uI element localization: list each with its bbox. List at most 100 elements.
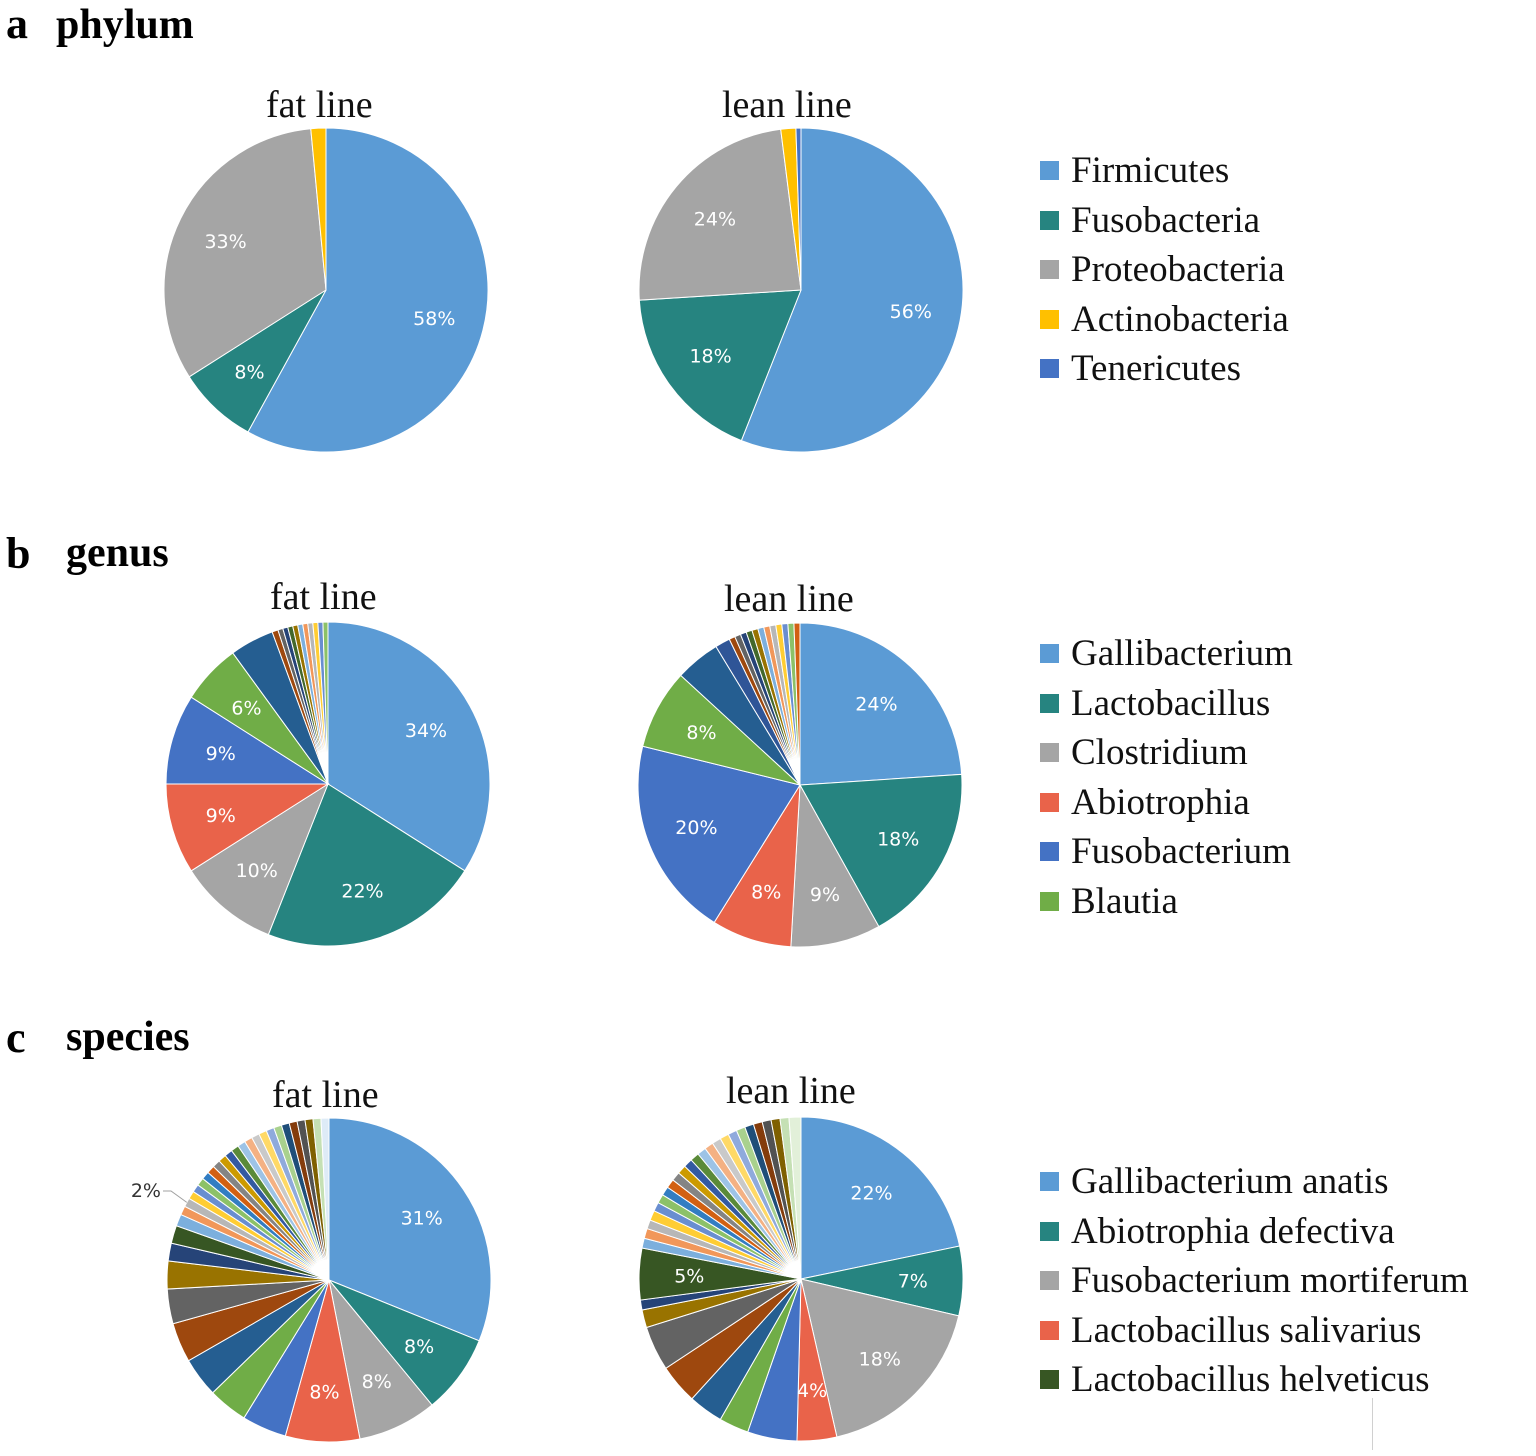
- legend-entry: Actinobacteria: [1040, 295, 1289, 345]
- legend-label: Fusobacterium: [1071, 831, 1291, 873]
- panel-a-title: phylum: [56, 2, 194, 48]
- slice-data-label: 8%: [234, 362, 264, 384]
- pie-slice: [327, 621, 491, 872]
- slice-data-label: 4%: [797, 1380, 827, 1402]
- pie-slice: [638, 289, 802, 442]
- slice-data-label: 10%: [236, 860, 278, 882]
- pie-a-fat-title: fat line: [266, 84, 373, 126]
- legend-label: Tenericutes: [1071, 348, 1241, 390]
- panel-b-letter: b: [6, 529, 31, 578]
- pie-c-lean-title: lean line: [726, 1070, 856, 1112]
- panel-a-letter: a: [6, 0, 28, 48]
- legend-swatch: [1040, 693, 1059, 713]
- pie-slice: [799, 773, 963, 928]
- legend-entry: Fusobacterium: [1040, 827, 1293, 877]
- pie-slice: [190, 782, 330, 936]
- legend-swatch: [1040, 161, 1059, 181]
- slice-data-label: 8%: [751, 882, 781, 904]
- legend-swatch: [1040, 1172, 1059, 1192]
- pie-slice: [163, 128, 327, 378]
- legend-swatch: [1040, 644, 1059, 664]
- legend-swatch: [1040, 792, 1059, 812]
- corner-divider: [1372, 1398, 1373, 1450]
- slice-data-label: 18%: [877, 828, 919, 850]
- pie-slice: [793, 622, 801, 786]
- slice-data-label: 9%: [810, 884, 840, 906]
- panel-c-letter: c: [6, 1013, 26, 1062]
- outside-data-label: 2%: [131, 1180, 161, 1202]
- legend-entry: Fusobacteria: [1040, 196, 1289, 246]
- legend-phylum: Firmicutes Fusobacteria Proteobacteria Acti…: [1040, 146, 1289, 394]
- legend-swatch: [1040, 743, 1059, 763]
- legend-entry: Firmicutes: [1040, 146, 1289, 196]
- legend-entry: Lactobacillus helveticus: [1040, 1355, 1469, 1405]
- legend-entry: Abiotrophia: [1040, 778, 1293, 828]
- slice-data-label: 22%: [341, 880, 383, 902]
- slice-data-label: 33%: [204, 231, 246, 253]
- slice-data-label: 34%: [405, 720, 447, 742]
- legend-label: Gallibacterium anatis: [1071, 1161, 1389, 1203]
- legend-species: Gallibacterium anatis Abiotrophia defecti…: [1040, 1157, 1469, 1405]
- legend-entry: Proteobacteria: [1040, 245, 1289, 295]
- pie-slice: [790, 783, 880, 948]
- legend-swatch: [1040, 1221, 1059, 1241]
- pie-a-lean-title: lean line: [722, 84, 852, 126]
- slice-data-label: 56%: [890, 301, 932, 323]
- legend-label: Lactobacillus helveticus: [1071, 1359, 1430, 1401]
- slice-data-label: 6%: [231, 698, 261, 720]
- pie-slice: [322, 621, 329, 785]
- pie-slice: [637, 745, 801, 924]
- legend-genus: Gallibacterium Lactobacillus Clostridium Ab…: [1040, 629, 1293, 926]
- pie-slice: [788, 1116, 802, 1280]
- pie-slice: [165, 696, 330, 785]
- pie-slice: [267, 783, 466, 947]
- slice-data-label: 58%: [413, 308, 455, 330]
- slice-data-label: 18%: [689, 346, 731, 368]
- legend-label: Abiotrophia defectiva: [1071, 1210, 1395, 1252]
- legend-label: Blautia: [1071, 880, 1178, 922]
- slice-data-label: 20%: [675, 817, 717, 839]
- pie-slice: [328, 1117, 492, 1342]
- legend-swatch: [1040, 1320, 1059, 1340]
- slice-data-label: 24%: [694, 209, 736, 231]
- pie-slice: [799, 622, 963, 786]
- legend-entry: Abiotrophia defectiva: [1040, 1207, 1469, 1257]
- slice-data-label: 22%: [850, 1182, 892, 1204]
- legend-entry: Clostridium: [1040, 728, 1293, 778]
- panel-c-title: species: [66, 1014, 190, 1060]
- slice-data-label: 9%: [206, 805, 236, 827]
- legend-label: Fusobacteria: [1071, 199, 1261, 241]
- legend-label: Fusobacterium mortiferum: [1071, 1260, 1469, 1302]
- legend-label: Gallibacterium: [1071, 633, 1293, 675]
- slice-data-label: 24%: [855, 693, 897, 715]
- legend-entry: Blautia: [1040, 877, 1293, 927]
- legend-swatch: [1040, 309, 1059, 329]
- slice-data-label: 8%: [309, 1382, 339, 1404]
- legend-swatch: [1040, 1370, 1059, 1390]
- legend-label: Firmicutes: [1071, 150, 1230, 192]
- legend-label: Lactobacillus salivarius: [1071, 1309, 1422, 1351]
- pie-c-fat-title: fat line: [272, 1074, 379, 1116]
- pie-b-fat-title: fat line: [270, 576, 377, 618]
- pie-slice: [800, 1278, 960, 1438]
- slice-data-label: 8%: [362, 1371, 392, 1393]
- legend-label: Actinobacteria: [1071, 298, 1289, 340]
- legend-entry: Gallibacterium anatis: [1040, 1157, 1469, 1207]
- pie-slice: [310, 127, 327, 291]
- legend-entry: Tenericutes: [1040, 344, 1289, 394]
- legend-swatch: [1040, 210, 1059, 230]
- legend-swatch: [1040, 842, 1059, 862]
- slice-data-label: 8%: [404, 1336, 434, 1358]
- legend-swatch: [1040, 891, 1059, 911]
- legend-swatch: [1040, 359, 1059, 379]
- slice-data-label: 9%: [206, 743, 236, 765]
- leader-line: [163, 1190, 188, 1203]
- panel-b-title: genus: [66, 530, 169, 576]
- pie-slice: [800, 1116, 961, 1280]
- legend-entry: Gallibacterium: [1040, 629, 1293, 679]
